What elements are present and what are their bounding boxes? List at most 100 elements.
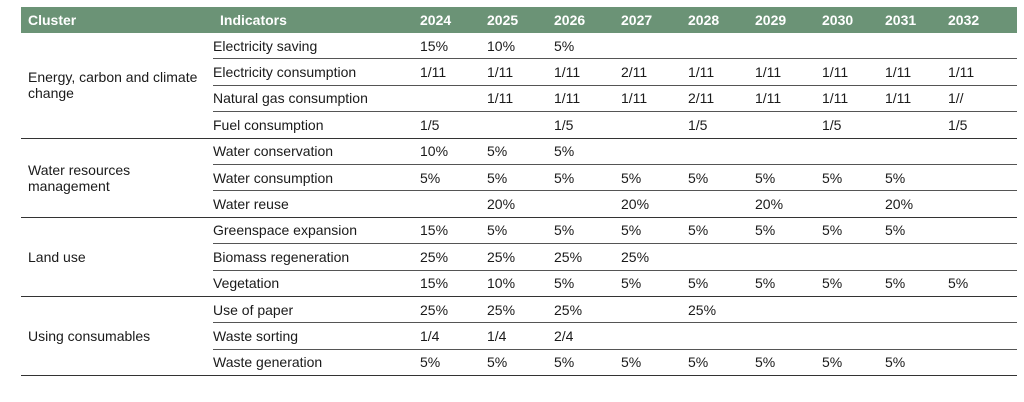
value-cell	[948, 349, 1017, 377]
value-cell: 1/11	[554, 58, 621, 86]
table-row: Waste sorting 1/4 1/4 2/4	[21, 322, 1017, 350]
value-cell: 5%	[822, 349, 885, 377]
indicator-label: Biomass regeneration	[213, 243, 420, 271]
value-cell: 5%	[420, 349, 487, 377]
value-cell	[948, 190, 1017, 218]
table-row: Waste generation 5% 5% 5% 5% 5% 5% 5% 5%	[21, 349, 1017, 377]
value-cell: 25%	[487, 243, 554, 271]
value-cell: 5%	[621, 270, 688, 297]
value-cell: 25%	[420, 296, 487, 324]
value-cell	[688, 33, 755, 60]
indicator-label: Vegetation	[213, 270, 420, 297]
value-cell	[621, 111, 688, 139]
value-cell: 15%	[420, 33, 487, 60]
value-cell	[621, 33, 688, 60]
value-cell: 5%	[487, 138, 554, 165]
value-cell: 2/11	[621, 58, 688, 86]
value-cell: 1/11	[487, 85, 554, 113]
table-row: Fuel consumption 1/5 1/5 1/5 1/5 1/5	[21, 111, 1017, 139]
header-cluster: Cluster	[21, 7, 213, 33]
value-cell: 5%	[487, 349, 554, 377]
value-cell: 5%	[755, 217, 822, 245]
table-row: Water reuse 20% 20% 20% 20%	[21, 190, 1017, 218]
value-cell: 20%	[487, 190, 554, 218]
table-body: Energy, carbon and climate change Electri…	[21, 33, 1017, 377]
value-cell	[420, 85, 487, 113]
value-cell: 20%	[621, 190, 688, 218]
value-cell: 2/4	[554, 322, 621, 350]
header-year: 2028	[688, 7, 755, 33]
indicator-label: Water reuse	[213, 190, 420, 218]
value-cell: 5%	[755, 349, 822, 377]
value-cell: 25%	[554, 296, 621, 324]
value-cell: 1/11	[688, 58, 755, 86]
value-cell	[822, 138, 885, 165]
value-cell: 5%	[885, 217, 948, 245]
value-cell: 5%	[487, 164, 554, 192]
value-cell	[487, 111, 554, 139]
value-cell: 5%	[554, 138, 621, 165]
table-row: Energy, carbon and climate change Electri…	[21, 33, 1017, 139]
value-cell: 5%	[755, 270, 822, 297]
indicator-label: Electricity saving	[213, 33, 420, 60]
indicator-label: Greenspace expansion	[213, 217, 420, 245]
value-cell	[822, 296, 885, 324]
value-cell: 1/11	[487, 58, 554, 86]
value-cell: 5%	[554, 164, 621, 192]
value-cell: 5%	[885, 270, 948, 297]
value-cell: 5%	[621, 164, 688, 192]
table-row: Natural gas consumption 1/11 1/11 1/11 2/11 1…	[21, 85, 1017, 113]
cluster-label: Using consumables	[21, 296, 213, 377]
header-indicators: Indicators	[213, 7, 420, 33]
indicator-label: Water conservation	[213, 138, 420, 165]
value-cell	[755, 111, 822, 139]
value-cell	[948, 33, 1017, 60]
value-cell	[948, 138, 1017, 165]
table-row: Using consumables Use of paper 25% 25% 25% 25…	[21, 296, 1017, 377]
value-cell: 5%	[621, 349, 688, 377]
header-year: 2026	[554, 7, 621, 33]
value-cell: 1/11	[621, 85, 688, 113]
value-cell: 1/11	[755, 58, 822, 86]
value-cell: 5%	[885, 349, 948, 377]
table-row: Biomass regeneration 25% 25% 25% 25%	[21, 243, 1017, 271]
value-cell	[688, 322, 755, 350]
indicator-label: Fuel consumption	[213, 111, 420, 139]
value-cell	[755, 322, 822, 350]
value-cell	[948, 243, 1017, 271]
table-row: Electricity consumption 1/11 1/11 1/11 2/11 1…	[21, 58, 1017, 86]
value-cell: 5%	[688, 349, 755, 377]
value-cell: 5%	[755, 164, 822, 192]
header-year: 2032	[948, 7, 1017, 33]
value-cell	[885, 33, 948, 60]
indicator-label: Natural gas consumption	[213, 85, 420, 113]
value-cell	[822, 190, 885, 218]
value-cell: 2/11	[688, 85, 755, 113]
value-cell: 1/5	[554, 111, 621, 139]
value-cell: 1/5	[822, 111, 885, 139]
value-cell	[885, 322, 948, 350]
value-cell: 5%	[554, 270, 621, 297]
value-cell	[948, 322, 1017, 350]
value-cell: 25%	[688, 296, 755, 324]
value-cell	[621, 322, 688, 350]
value-cell: 5%	[554, 349, 621, 377]
value-cell	[621, 296, 688, 324]
table-row: Water consumption 5% 5% 5% 5% 5% 5% 5% 5%	[21, 164, 1017, 192]
value-cell: 25%	[621, 243, 688, 271]
indicator-label: Waste generation	[213, 349, 420, 377]
value-cell: 20%	[885, 190, 948, 218]
value-cell: 1/5	[688, 111, 755, 139]
indicators-table: Cluster Indicators 2024 2025 2026 2027 2…	[21, 7, 1017, 377]
header-year: 2025	[487, 7, 554, 33]
value-cell: 1/11	[885, 58, 948, 86]
indicator-label: Electricity consumption	[213, 58, 420, 86]
value-cell: 1/11	[822, 85, 885, 113]
cluster-label: Energy, carbon and climate change	[21, 33, 213, 139]
indicator-label: Water consumption	[213, 164, 420, 192]
value-cell: 5%	[554, 217, 621, 245]
value-cell: 1/4	[487, 322, 554, 350]
value-cell: 1/11	[948, 58, 1017, 86]
value-cell	[755, 138, 822, 165]
value-cell	[755, 243, 822, 271]
